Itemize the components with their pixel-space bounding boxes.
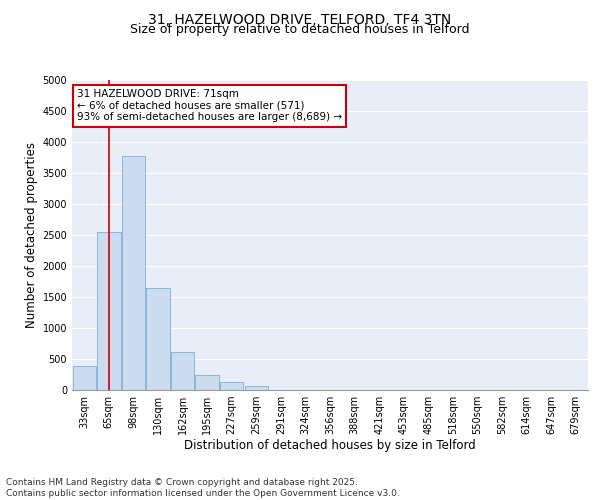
X-axis label: Distribution of detached houses by size in Telford: Distribution of detached houses by size … xyxy=(184,438,476,452)
Text: Contains HM Land Registry data © Crown copyright and database right 2025.
Contai: Contains HM Land Registry data © Crown c… xyxy=(6,478,400,498)
Bar xyxy=(245,386,268,390)
Text: 31 HAZELWOOD DRIVE: 71sqm
← 6% of detached houses are smaller (571)
93% of semi-: 31 HAZELWOOD DRIVE: 71sqm ← 6% of detach… xyxy=(77,90,342,122)
Y-axis label: Number of detached properties: Number of detached properties xyxy=(25,142,38,328)
Bar xyxy=(122,156,145,390)
Bar xyxy=(171,352,194,390)
Bar xyxy=(196,375,219,390)
Bar xyxy=(97,232,121,390)
Bar xyxy=(73,366,96,390)
Text: Size of property relative to detached houses in Telford: Size of property relative to detached ho… xyxy=(130,22,470,36)
Bar xyxy=(146,288,170,390)
Bar xyxy=(220,382,244,390)
Text: 31, HAZELWOOD DRIVE, TELFORD, TF4 3TN: 31, HAZELWOOD DRIVE, TELFORD, TF4 3TN xyxy=(148,12,452,26)
